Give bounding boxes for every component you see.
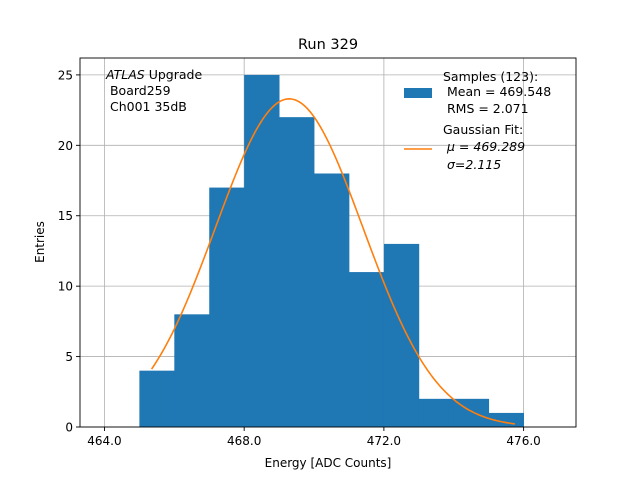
chart-title: Run 329 [298, 37, 358, 53]
x-tick-label: 468.0 [227, 434, 261, 448]
annotation-upgrade: Upgrade [145, 67, 203, 82]
x-axis-label: Energy [ADC Counts] [265, 456, 392, 470]
histogram-bar [314, 173, 350, 427]
y-tick-label: 20 [58, 139, 73, 153]
legend-fit-line-3: σ=2.115 [447, 157, 501, 172]
y-tick-label: 25 [58, 68, 73, 82]
y-tick-label: 10 [58, 280, 73, 294]
histogram-bar [174, 314, 210, 427]
legend: Samples (123): Mean = 469.548 RMS = 2.07… [404, 69, 551, 172]
plot-area [79, 57, 577, 428]
annotation-line-2: Board259 [106, 83, 171, 98]
x-tick-label: 464.0 [87, 434, 121, 448]
legend-fit-line-2: μ = 469.289 [446, 139, 525, 154]
legend-fit-line-1: Gaussian Fit: [443, 122, 523, 137]
y-tick-label: 5 [65, 350, 73, 364]
plot-frame [79, 57, 577, 428]
annotation-line-3: Ch001 35dB [106, 99, 187, 114]
x-axis-ticks: 464.0 468.0 472.0 476.0 [87, 427, 541, 448]
annotation-line-1: ATLAS Upgrade [105, 67, 202, 82]
histogram-bar [383, 243, 420, 427]
gaussian-fit-curve [150, 98, 515, 425]
histogram-bar [418, 398, 455, 427]
legend-histogram-swatch [404, 88, 432, 98]
x-tick-label: 476.0 [506, 434, 540, 448]
histogram-bar [139, 370, 175, 427]
x-tick-label: 472.0 [367, 434, 401, 448]
histogram-bars [139, 74, 525, 428]
histogram-bar [279, 117, 315, 427]
annotation-atlas-italic: ATLAS [105, 67, 145, 82]
histogram-bar [244, 74, 280, 428]
y-axis-label: Entries [33, 221, 47, 263]
y-axis-ticks: 0 5 10 15 20 25 [58, 68, 80, 435]
legend-hist-line-2: Mean = 469.548 [443, 84, 551, 99]
histogram-bar [209, 187, 245, 427]
atlas-annotation: ATLAS Upgrade Board259 Ch001 35dB [105, 67, 202, 114]
y-tick-label: 15 [58, 209, 73, 223]
legend-hist-line-1: Samples (123): [443, 69, 538, 84]
legend-hist-line-3: RMS = 2.071 [443, 101, 529, 116]
y-tick-label: 0 [65, 421, 73, 435]
histogram-bar [348, 272, 385, 427]
histogram-bar [488, 412, 525, 427]
